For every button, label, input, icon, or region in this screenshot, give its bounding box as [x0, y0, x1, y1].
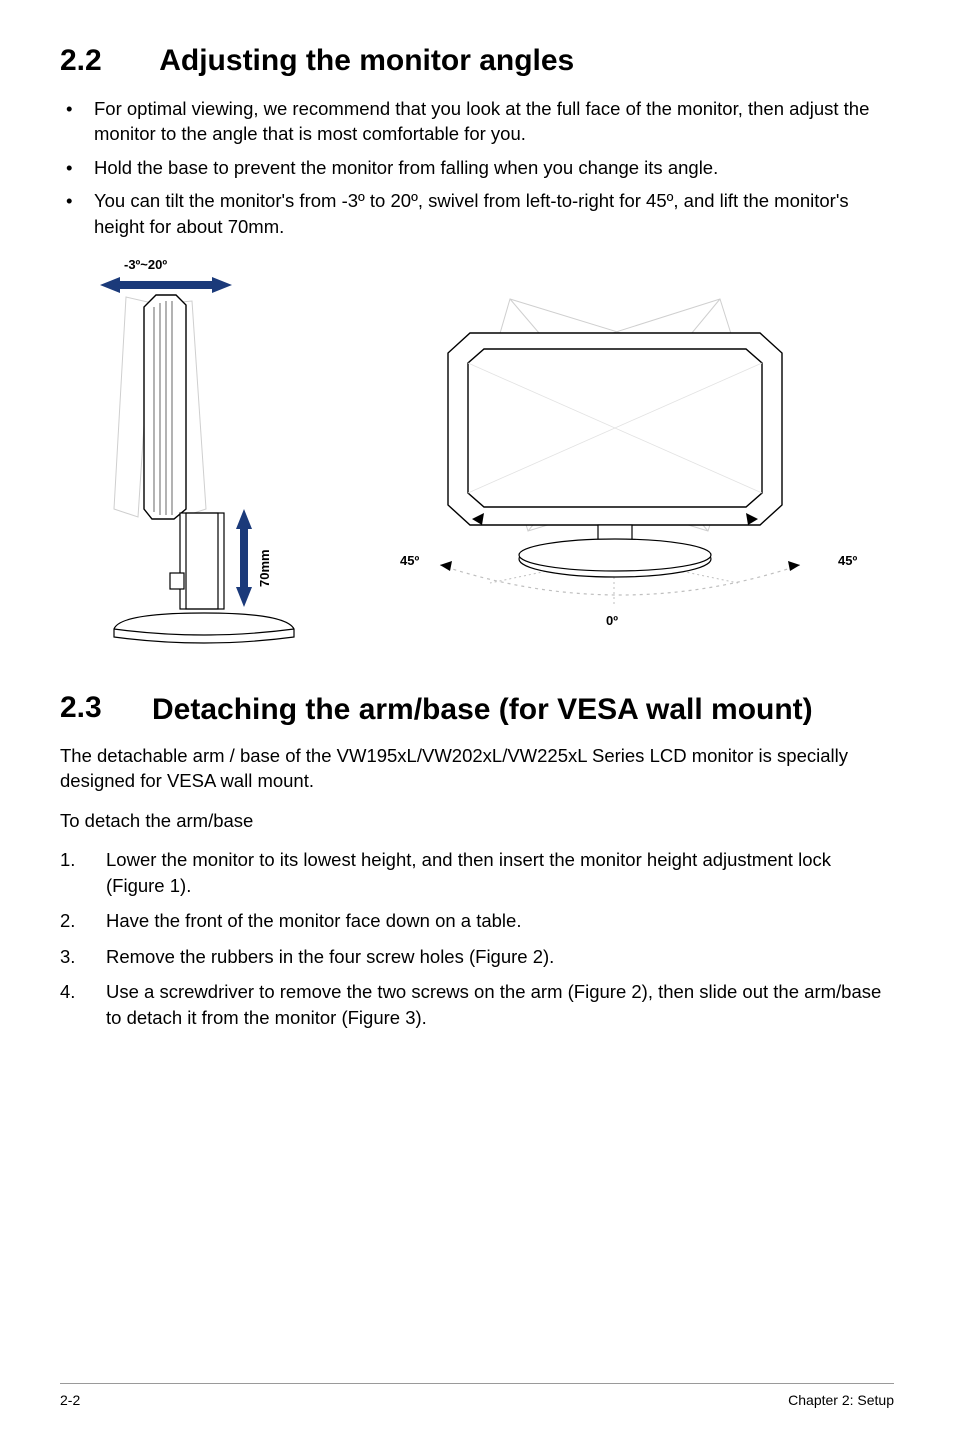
bullet-text: Hold the base to prevent the monitor fro…: [94, 155, 894, 181]
step-item: 3. Remove the rubbers in the four screw …: [60, 944, 894, 970]
bullet-item: • For optimal viewing, we recommend that…: [60, 96, 894, 147]
section-number: 2.2: [60, 42, 152, 80]
footer-chapter: Chapter 2: Setup: [788, 1392, 894, 1408]
step-number: 1.: [60, 847, 106, 898]
tilt-range-label: -3º~20º: [124, 257, 167, 272]
step-item: 4. Use a screwdriver to remove the two s…: [60, 979, 894, 1030]
step-number: 3.: [60, 944, 106, 970]
tilt-figure-svg: [74, 257, 334, 657]
bullet-item: • Hold the base to prevent the monitor f…: [60, 155, 894, 181]
step-number: 2.: [60, 908, 106, 934]
section-2-3-para1: The detachable arm / base of the VW195xL…: [60, 743, 894, 794]
step-text: Lower the monitor to its lowest height, …: [106, 847, 894, 898]
bullet-text: For optimal viewing, we recommend that y…: [94, 96, 894, 147]
section-2-3-para2: To detach the arm/base: [60, 808, 894, 834]
page-footer: 2-2 Chapter 2: Setup: [60, 1383, 894, 1408]
section-2-2-heading: 2.2 Adjusting the monitor angles: [60, 42, 894, 80]
section-title: Detaching the arm/base (for VESA wall mo…: [152, 691, 813, 729]
step-number: 4.: [60, 979, 106, 1030]
bullet-item: • You can tilt the monitor's from -3º to…: [60, 188, 894, 239]
step-text: Remove the rubbers in the four screw hol…: [106, 944, 894, 970]
step-item: 2. Have the front of the monitor face do…: [60, 908, 894, 934]
step-text: Have the front of the monitor face down …: [106, 908, 894, 934]
bullet-marker: •: [60, 96, 94, 147]
swivel-zero-label: 0º: [606, 613, 618, 628]
step-item: 1. Lower the monitor to its lowest heigh…: [60, 847, 894, 898]
bullet-marker: •: [60, 188, 94, 239]
figure-tilt-height: -3º~20º: [74, 257, 334, 657]
height-label: 70mm: [257, 550, 272, 588]
footer-page-number: 2-2: [60, 1392, 80, 1408]
section-title: Adjusting the monitor angles: [159, 44, 574, 77]
section-2-2-bullets: • For optimal viewing, we recommend that…: [60, 96, 894, 240]
swivel-left-label: 45º: [400, 553, 419, 568]
bullet-text: You can tilt the monitor's from -3º to 2…: [94, 188, 894, 239]
figure-swivel: 45º 45º 0º: [360, 257, 880, 657]
step-text: Use a screwdriver to remove the two scre…: [106, 979, 894, 1030]
bullet-marker: •: [60, 155, 94, 181]
section-number: 2.3: [60, 691, 152, 729]
swivel-right-label: 45º: [838, 553, 857, 568]
section-2-3-heading: 2.3 Detaching the arm/base (for VESA wal…: [60, 691, 894, 729]
figure-row: -3º~20º: [60, 257, 894, 657]
swivel-figure-svg: [360, 257, 880, 657]
section-2-3-steps: 1. Lower the monitor to its lowest heigh…: [60, 847, 894, 1030]
